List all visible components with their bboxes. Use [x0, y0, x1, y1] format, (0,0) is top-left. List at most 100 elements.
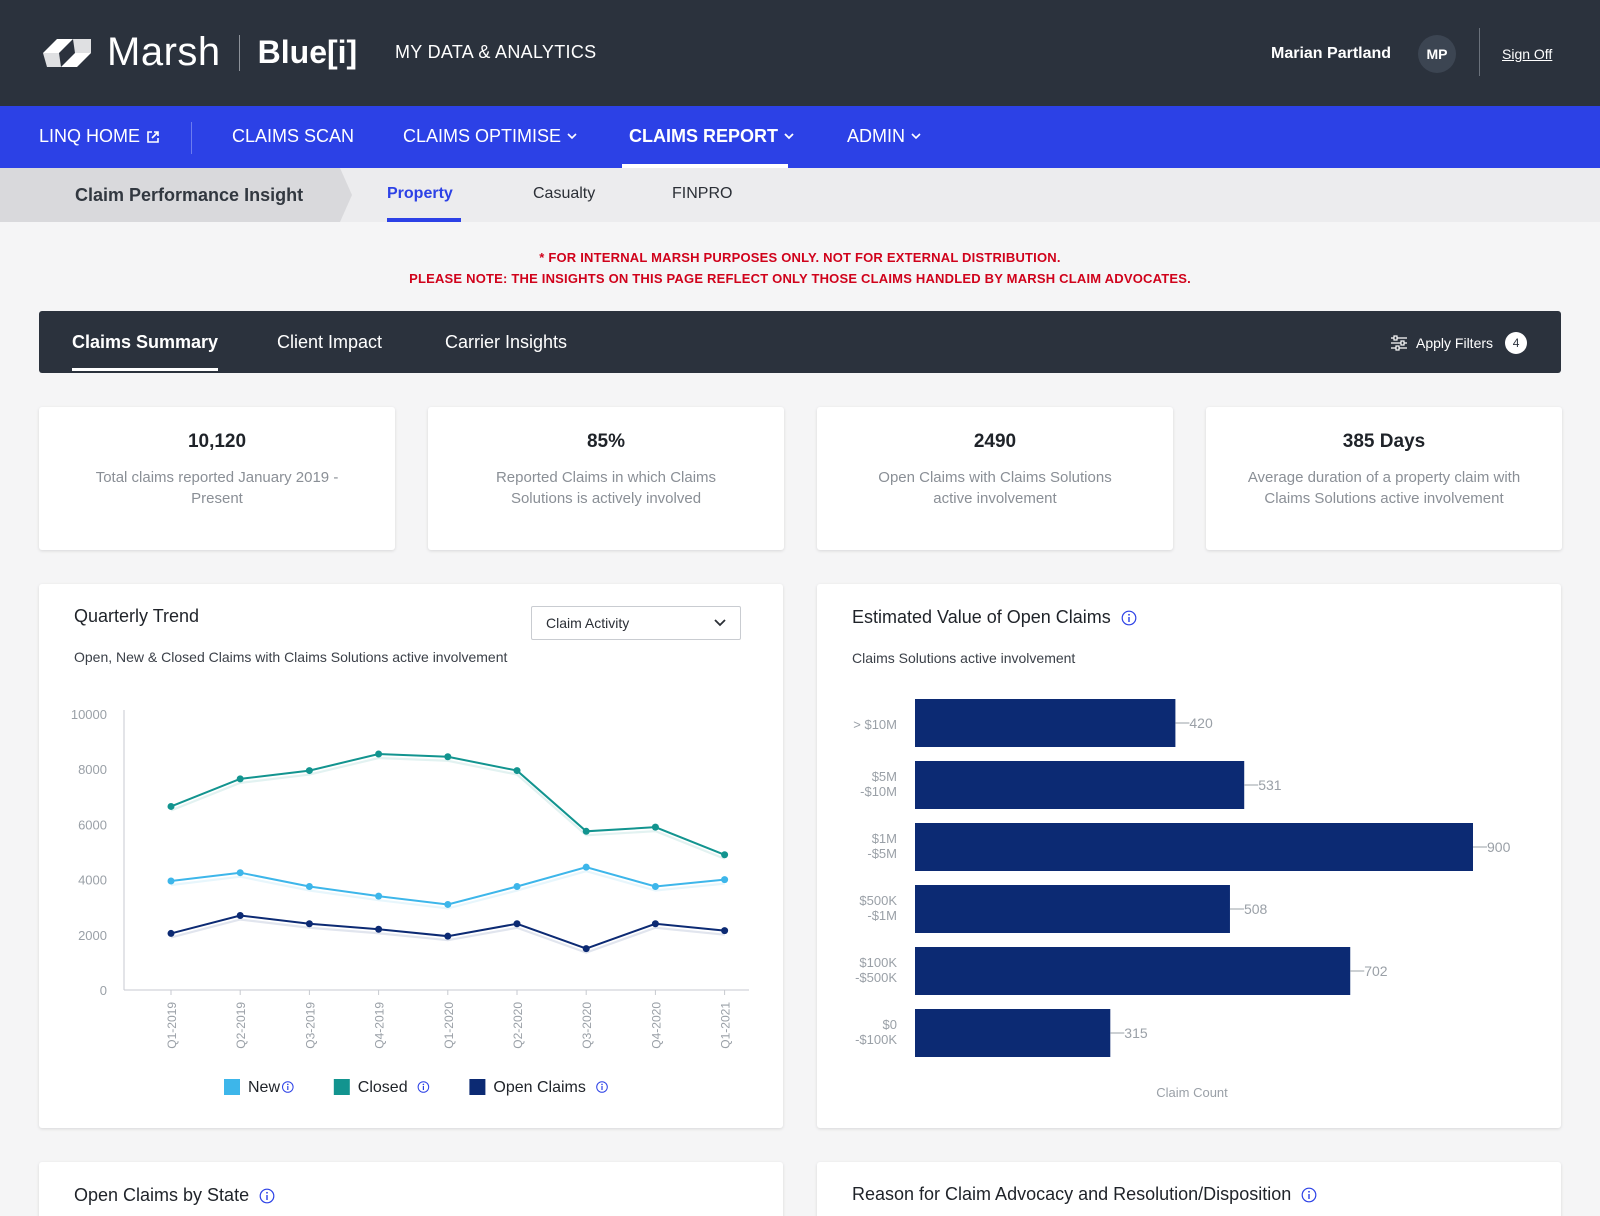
info-icon-dot — [601, 1083, 603, 1086]
legend-swatch — [333, 1079, 350, 1095]
avatar[interactable]: MP — [1418, 35, 1456, 73]
data-point — [236, 869, 244, 877]
nav-claims-optimise[interactable]: CLAIMS OPTIMISE — [403, 126, 577, 147]
data-point — [167, 929, 175, 937]
nav-linq-home[interactable]: LINQ HOME — [39, 126, 160, 147]
kpi-value: 2490 — [973, 431, 1017, 452]
category-label: -$10M — [860, 784, 897, 799]
open-claims-by-state-title-text: Open Claims by State — [74, 1185, 250, 1205]
info-icon-dot — [422, 1083, 425, 1086]
data-point — [721, 876, 729, 884]
summary-tab-bar: Claims Summary Client Impact Carrier Ins… — [39, 311, 1561, 373]
x-tick-label: Q1-2020 — [442, 1002, 456, 1049]
claim-advocacy-title-text: Reason for Claim Advocacy and Resolution… — [852, 1184, 1292, 1204]
estimated-value-subtitle: Claims Solutions active involvement — [852, 650, 1076, 666]
info-icon[interactable] — [259, 1188, 275, 1204]
external-link-icon — [147, 130, 159, 143]
data-point — [305, 767, 313, 775]
kpi-card-total-claims: 10,120 Total claims reported January 201… — [39, 407, 395, 550]
info-icon-stem — [601, 1086, 603, 1090]
series-shadow-closed — [170, 756, 726, 860]
dropdown-value: Claim Activity — [546, 615, 630, 631]
claim-advocacy-title: Reason for Claim Advocacy and Resolution… — [852, 1184, 1317, 1205]
tab-carrier-insights[interactable]: Carrier Insights — [445, 332, 568, 352]
x-tick-label: Q4-2019 — [373, 1002, 387, 1049]
y-tick-label: 4000 — [78, 873, 107, 888]
data-point — [513, 767, 521, 775]
open-claims-by-state-panel: Open Claims by State — [39, 1162, 783, 1216]
apply-filters-label: Apply Filters — [1416, 335, 1494, 351]
y-tick-label: 10000 — [71, 707, 107, 722]
estimated-value-title: Estimated Value of Open Claims — [852, 607, 1137, 628]
info-icon[interactable] — [1121, 610, 1137, 626]
info-icon[interactable] — [1301, 1187, 1317, 1203]
y-tick-label: 6000 — [78, 817, 107, 832]
data-point — [721, 851, 729, 859]
category-label: -$1M — [867, 908, 897, 923]
top-header: Marsh Blue[i] MY DATA & ANALYTICS Marian… — [0, 0, 1600, 106]
legend-swatch — [469, 1079, 486, 1095]
info-icon-ring — [596, 1081, 608, 1093]
bar-value-label: 702 — [1364, 963, 1388, 979]
data-point — [375, 925, 383, 933]
nav-admin[interactable]: ADMIN — [847, 126, 921, 147]
tab-casualty[interactable]: Casualty — [533, 185, 596, 202]
kpi-card-duration: 385 Days Average duration of a property … — [1206, 407, 1562, 550]
quarterly-trend-panel: Quarterly Trend Open, New & Closed Claim… — [39, 584, 783, 1128]
estimated-value-panel: Estimated Value of Open Claims Claims So… — [817, 584, 1561, 1128]
data-point — [305, 920, 313, 928]
category-label: -$500K — [855, 970, 897, 985]
info-icon-ring — [282, 1081, 294, 1093]
claim-advocacy-panel: Reason for Claim Advocacy and Resolution… — [817, 1162, 1561, 1216]
quarterly-trend-title-text: Quarterly Trend — [74, 606, 200, 626]
tab-client-impact[interactable]: Client Impact — [277, 332, 383, 352]
section-title: Claim Performance Insight — [0, 168, 352, 222]
kpi-card-open-claims: 2490 Open Claims with Claims Solutions a… — [817, 407, 1173, 550]
x-tick-label: Q1-2021 — [719, 1002, 733, 1049]
chevron-down-icon — [784, 133, 794, 140]
data-point — [305, 883, 313, 890]
brand-name: Marsh — [107, 30, 221, 74]
info-icon-ring — [417, 1081, 430, 1093]
notice-internal: * FOR INTERNAL MARSH PURPOSES ONLY. NOT … — [539, 250, 1061, 265]
tab-claims-summary[interactable]: Claims Summary — [72, 332, 219, 352]
quarterly-trend-chart: 10000 8000 6000 4000 2000 0 Q1-2019 Q2-2019 Q3-2… — [71, 707, 749, 1096]
category-label: $500K — [859, 893, 897, 908]
legend-label: New — [248, 1079, 280, 1096]
nav-claims-scan[interactable]: CLAIMS SCAN — [232, 126, 354, 147]
series-line-closed — [170, 753, 725, 856]
nav-linq-home-label: LINQ HOME — [39, 126, 141, 146]
legend-label: Open Claims — [493, 1079, 585, 1096]
bar-value-label: 315 — [1124, 1025, 1148, 1041]
sign-off-link[interactable]: Sign Off — [1502, 46, 1553, 62]
data-point — [582, 863, 590, 871]
nav-claims-scan-label: CLAIMS SCAN — [232, 126, 355, 146]
kpi-value: 10,120 — [187, 431, 247, 452]
filter-sliders-icon — [1391, 335, 1407, 351]
category-label: $1M — [872, 831, 897, 846]
category-label: $100K — [859, 955, 897, 970]
kpi-value: 385 Days — [1342, 431, 1426, 452]
apply-filters-button[interactable]: Apply Filters 4 — [1390, 332, 1528, 354]
legend-label: Closed — [358, 1079, 408, 1096]
tab-finpro[interactable]: FINPRO — [672, 185, 733, 202]
marsh-logo[interactable]: Marsh Blue[i] — [39, 30, 357, 75]
bar — [915, 947, 1351, 995]
quarterly-trend-title: Quarterly Trend — [74, 606, 199, 627]
data-point — [651, 883, 659, 890]
x-tick-label: Q3-2020 — [580, 1002, 594, 1049]
claim-activity-dropdown[interactable]: Claim Activity — [531, 606, 741, 640]
data-point — [513, 883, 521, 890]
app-title: MY DATA & ANALYTICS — [395, 42, 597, 62]
chevron-down-icon — [911, 133, 921, 140]
kpi-value: 85% — [586, 431, 626, 452]
user-name: Marian Partland — [1271, 45, 1392, 62]
x-tick-label: Q2-2019 — [234, 1002, 248, 1049]
open-claims-by-state-title: Open Claims by State — [74, 1185, 275, 1206]
tab-active-indicator — [72, 368, 218, 371]
nav-claims-report[interactable]: CLAIMS REPORT — [629, 126, 794, 147]
bar-value-label: 420 — [1189, 715, 1213, 731]
tab-property[interactable]: Property — [387, 185, 453, 202]
category-label: $5M — [872, 769, 897, 784]
logo-divider — [238, 34, 240, 71]
